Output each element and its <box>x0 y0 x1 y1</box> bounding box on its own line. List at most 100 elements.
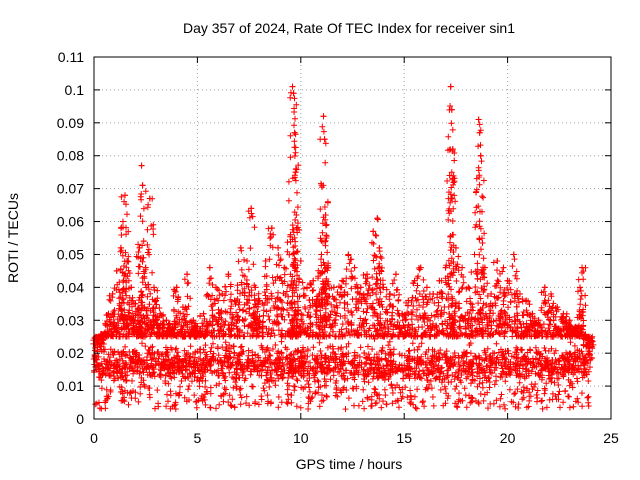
roti-point <box>442 264 449 271</box>
x-tick-label: 0 <box>90 430 98 446</box>
roti-point <box>399 310 406 317</box>
roti-point <box>109 290 116 297</box>
roti-point <box>411 277 418 284</box>
roti-point <box>138 162 145 169</box>
y-tick-label: 0 <box>76 411 84 427</box>
roti-point <box>345 251 352 258</box>
roti-point <box>287 231 294 238</box>
y-tick-label: 0.05 <box>57 246 84 262</box>
roti-point <box>122 192 129 199</box>
roti-point <box>293 225 300 232</box>
roti-point <box>101 330 108 337</box>
roti-point <box>475 116 482 123</box>
roti-point <box>219 290 226 297</box>
y-tick-label: 0.03 <box>57 312 84 328</box>
y-axis-label: ROTI / TECUs <box>5 193 21 283</box>
y-tick-label: 0.07 <box>57 181 84 197</box>
data-points <box>90 83 597 413</box>
roti-point <box>200 310 207 317</box>
roti-point <box>583 343 590 350</box>
roti-point <box>304 284 311 291</box>
roti-point <box>320 113 327 120</box>
roti-point <box>579 264 586 271</box>
roti-point <box>146 195 153 202</box>
roti-point <box>554 304 561 311</box>
x-tick-label: 5 <box>194 430 202 446</box>
roti-point <box>297 258 304 265</box>
roti-point <box>231 297 238 304</box>
roti-point <box>119 218 126 225</box>
roti-point <box>572 323 579 330</box>
roti-point <box>386 290 393 297</box>
roti-point <box>417 264 424 271</box>
roti-point <box>163 317 170 324</box>
roti-point <box>132 300 139 307</box>
roti-point <box>169 323 176 330</box>
roti-point <box>452 244 459 251</box>
roti-point <box>430 290 437 297</box>
y-axis: 0 0.01 0.02 0.03 0.04 0.05 0.06 0.07 0.08 0.09 0.1… <box>57 49 611 427</box>
x-tick-label: 25 <box>603 430 619 446</box>
roti-point <box>529 310 536 317</box>
x-axis-label: GPS time / hours <box>296 456 403 472</box>
roti-point <box>566 317 573 324</box>
roti-point <box>318 251 325 258</box>
roti-point <box>541 284 548 291</box>
roti-point <box>560 310 567 317</box>
roti-point <box>500 264 507 271</box>
roti-point <box>256 297 263 304</box>
roti-point <box>173 284 180 291</box>
chart-title: Day 357 of 2024, Rate Of TEC Index for r… <box>183 20 515 36</box>
y-tick-label: 0.11 <box>58 49 84 65</box>
y-tick-label: 0.01 <box>57 378 84 394</box>
roti-point <box>405 297 412 304</box>
roti-point <box>248 205 255 212</box>
roti-point <box>136 244 143 251</box>
roti-point <box>449 146 456 153</box>
roti-point <box>488 290 495 297</box>
roti-point <box>139 182 146 189</box>
roti-point <box>225 271 232 278</box>
roti-point <box>376 244 383 251</box>
roti-point <box>363 271 370 278</box>
roti-point <box>448 106 455 113</box>
roti-point <box>423 284 430 291</box>
roti-point <box>576 284 583 291</box>
roti-point <box>117 244 124 251</box>
roti-point <box>436 277 443 284</box>
roti-point <box>275 244 282 251</box>
roti-point <box>97 343 104 350</box>
roti-point <box>179 304 186 311</box>
roti-point <box>153 297 160 304</box>
roti-point <box>157 310 164 317</box>
roti-point <box>321 136 328 143</box>
roti-point <box>190 317 197 324</box>
x-tick-label: 10 <box>293 430 309 446</box>
roti-point <box>128 284 135 291</box>
roti-point <box>281 264 288 271</box>
roti-point <box>252 284 259 291</box>
roti-point <box>459 264 466 271</box>
roti-point <box>292 169 299 176</box>
roti-point <box>142 264 149 271</box>
roti-point <box>113 267 120 274</box>
roti-point <box>494 258 501 265</box>
roti-point <box>510 251 517 258</box>
roti-point <box>370 228 377 235</box>
plot-frame <box>93 56 612 420</box>
roti-point <box>523 297 530 304</box>
y-tick-label: 0.08 <box>57 148 84 164</box>
roti-point <box>194 323 201 330</box>
roti-point <box>339 277 346 284</box>
y-tick-label: 0.06 <box>57 214 84 230</box>
roti-point <box>465 284 472 291</box>
roti-point <box>262 258 269 265</box>
roti-point <box>392 271 399 278</box>
roti-point <box>481 264 488 271</box>
grid-lines <box>94 57 611 419</box>
y-tick-label: 0.04 <box>57 279 84 295</box>
roti-point <box>291 129 298 136</box>
roti-series-cloud <box>90 83 597 413</box>
roti-point <box>289 83 296 90</box>
